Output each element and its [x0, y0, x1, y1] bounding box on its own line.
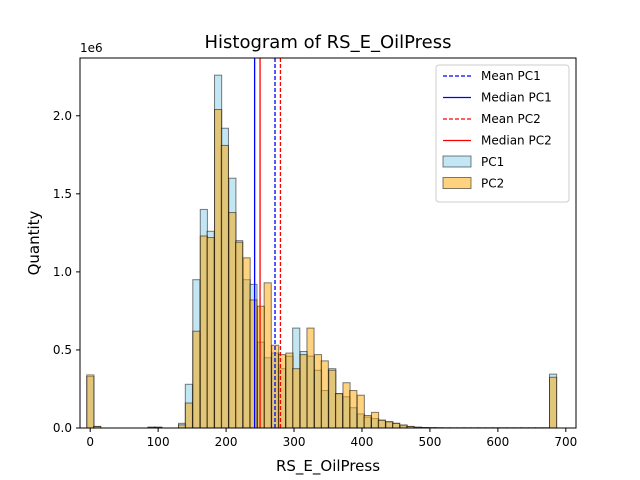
- bar-pc2: [263, 282, 272, 429]
- bar-pc2: [228, 212, 237, 429]
- plot-frame: [79, 57, 577, 429]
- x-tick-label: 400: [351, 435, 374, 449]
- bar-pc2: [184, 402, 193, 429]
- bar-pc2: [192, 330, 201, 429]
- bar-pc2: [249, 299, 258, 429]
- legend-entry-label: PC1: [481, 155, 504, 169]
- bar-pc2: [206, 237, 215, 429]
- bar-pc2: [292, 368, 301, 429]
- bar-pc2: [356, 394, 365, 429]
- y-tick-label: 2.0: [53, 109, 72, 123]
- bar-pc2: [328, 369, 337, 429]
- bar-pc2: [363, 415, 372, 429]
- bar-pc2: [256, 305, 265, 429]
- x-tick-label: 500: [418, 435, 441, 449]
- bar-pc2: [385, 421, 394, 429]
- x-tick-label: 0: [86, 435, 94, 449]
- bar-pc2: [334, 393, 344, 429]
- legend-entry-label: PC2: [481, 177, 504, 191]
- legend-entry-label: Mean PC1: [481, 69, 541, 83]
- bar-pc2: [86, 374, 95, 429]
- y-tick-label: 0.0: [53, 421, 72, 435]
- y-offset-label: 1e6: [80, 41, 103, 55]
- x-axis-ticks: 0 100 200 300 400 500 600 700: [86, 428, 577, 449]
- y-tick-label: 1.5: [53, 187, 72, 201]
- legend-box: [435, 64, 570, 203]
- legend-swatch-patch: [442, 177, 472, 189]
- legend-entry-label: Mean PC2: [481, 112, 541, 126]
- y-axis-label: Quantity: [25, 210, 43, 275]
- reference-lines: [253, 58, 282, 428]
- bar-pc2: [392, 422, 401, 429]
- legend: Mean PC1 Median PC1 Mean PC2 Median PC2 PC1 P…: [435, 64, 570, 203]
- bar-pc2: [313, 354, 323, 429]
- bar-pc2: [549, 376, 558, 429]
- bar-pc2: [320, 360, 329, 429]
- bar-pc2: [306, 327, 315, 429]
- bar-pc2: [214, 109, 223, 429]
- bar-pc2: [370, 411, 380, 429]
- bar-pc2: [242, 257, 251, 429]
- bar-pc2: [235, 241, 244, 429]
- bar-pc2: [377, 419, 386, 429]
- y-tick-label: 1.0: [53, 265, 72, 279]
- x-axis-label: RS_E_OilPress: [276, 457, 380, 476]
- bar-pc2: [285, 352, 294, 429]
- bar-pc2: [349, 390, 358, 429]
- x-tick-label: 300: [283, 435, 306, 449]
- bar-pc2: [342, 382, 351, 429]
- legend-entry-label: Median PC2: [481, 134, 552, 148]
- x-tick-label: 200: [215, 435, 238, 449]
- legend-swatch-patch: [442, 155, 472, 168]
- y-axis-ticks: 0.0 0.5 1.0 1.5 2.0: [53, 109, 80, 435]
- x-tick-label: 100: [147, 435, 170, 449]
- x-tick-label: 600: [486, 435, 509, 449]
- y-tick-label: 0.5: [53, 343, 72, 357]
- chart-title: Histogram of RS_E_OilPress: [204, 32, 451, 53]
- bar-pc2: [299, 354, 308, 429]
- bar-pc2: [220, 144, 229, 429]
- bar-pc2: [199, 235, 208, 429]
- bar-pc2: [277, 354, 287, 429]
- legend-entry-label: Median PC1: [481, 91, 552, 105]
- x-tick-label: 700: [554, 435, 577, 449]
